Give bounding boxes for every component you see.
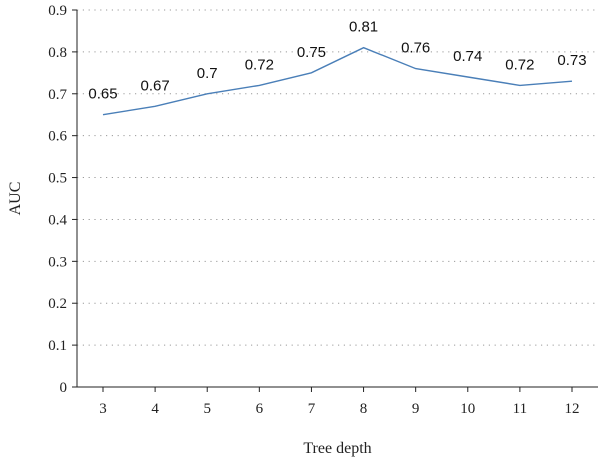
data-label: 0.72 (245, 56, 274, 73)
data-label: 0.67 (141, 77, 170, 94)
y-tick-label: 0.3 (48, 254, 67, 270)
x-tick-label: 8 (360, 401, 368, 417)
data-label: 0.7 (197, 65, 218, 82)
x-tick-label: 6 (256, 401, 264, 417)
data-label: 0.65 (88, 86, 117, 103)
y-tick-label: 0.1 (48, 338, 67, 354)
data-label: 0.76 (401, 40, 430, 57)
x-tick-label: 3 (99, 401, 107, 417)
y-tick-label: 0.8 (48, 45, 67, 61)
data-label: 0.81 (349, 19, 378, 36)
ticks-layer: 0 0.1 0.2 0.3 0.4 0.5 0.6 0.7 0.8 0.9 3 4 5 6 7 8 9 10 11 1… (48, 3, 579, 417)
data-labels-layer: 0.65 0.67 0.7 0.72 0.75 0.81 0.76 0.74 0.72 0.73 (88, 19, 586, 103)
data-label: 0.75 (297, 44, 326, 61)
y-tick-label: 0.5 (48, 171, 67, 187)
data-label: 0.72 (505, 56, 534, 73)
x-tick-label: 12 (565, 401, 580, 417)
y-tick-label: 0 (60, 380, 68, 396)
x-tick-label: 10 (460, 401, 475, 417)
y-tick-label: 0.7 (48, 87, 67, 103)
y-tick-label: 0.2 (48, 296, 67, 312)
x-tick-label: 5 (203, 401, 211, 417)
series-layer (102, 46, 573, 116)
x-axis-title: Tree depth (303, 440, 371, 457)
y-tick-label: 0.4 (48, 212, 67, 228)
x-tick-label: 4 (151, 401, 159, 417)
axes-layer (76, 10, 598, 388)
data-label: 0.74 (453, 48, 482, 65)
x-tick-label: 11 (513, 401, 527, 417)
x-tick-label: 9 (412, 401, 420, 417)
y-tick-label: 0.9 (48, 3, 67, 19)
data-label: 0.73 (557, 52, 586, 69)
x-tick-label: 7 (308, 401, 316, 417)
series-line (102, 46, 573, 116)
y-tick-label: 0.6 (48, 129, 67, 145)
y-axis-title: AUC (7, 182, 24, 216)
